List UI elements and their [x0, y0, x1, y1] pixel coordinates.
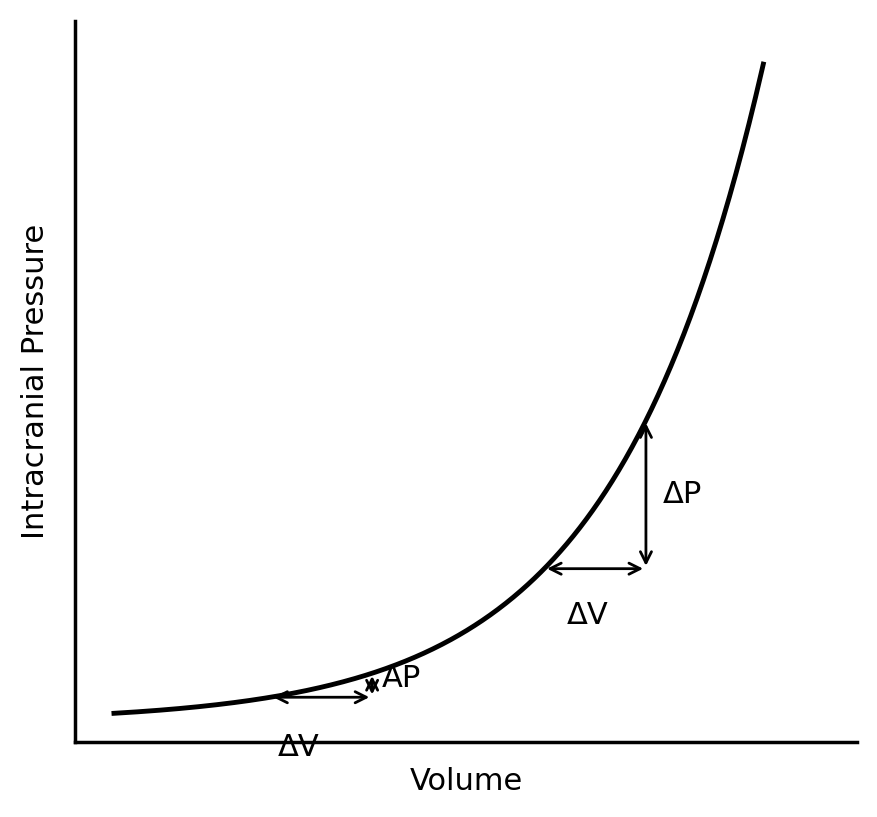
X-axis label: Volume: Volume	[409, 767, 522, 797]
Text: ΔV: ΔV	[566, 601, 608, 630]
Text: ΔV: ΔV	[278, 734, 319, 762]
Text: ΔP: ΔP	[662, 480, 702, 509]
Y-axis label: Intracranial Pressure: Intracranial Pressure	[21, 224, 50, 539]
Text: AP: AP	[381, 663, 420, 693]
